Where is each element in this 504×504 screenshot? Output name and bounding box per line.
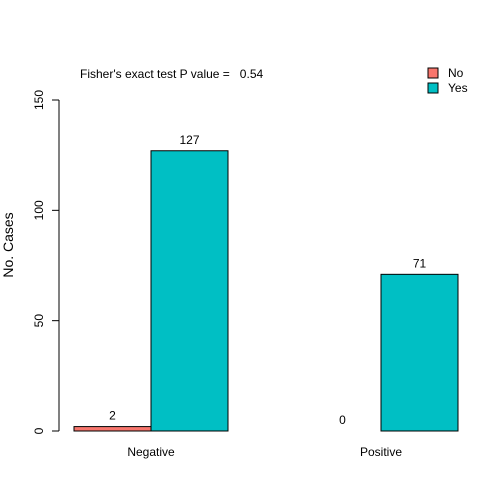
data-label-no-positive: 0 — [339, 413, 346, 427]
y-tick-label: 50 — [32, 314, 46, 328]
data-label-yes-positive: 71 — [413, 256, 427, 270]
x-category-label-negative: Negative — [127, 445, 175, 459]
y-axis-label: No. Cases — [0, 212, 16, 277]
bar-no-negative — [73, 426, 152, 432]
legend-label-yes: Yes — [448, 81, 468, 95]
x-category-label-positive: Positive — [360, 445, 402, 459]
x-axis-labels: Negative Positive — [127, 445, 402, 459]
y-tick-label: 150 — [32, 90, 46, 110]
bar-yes-positive — [380, 273, 459, 432]
bars-group: 2 127 0 71 — [73, 133, 459, 432]
y-axis: 0 50 100 150 — [32, 90, 60, 434]
data-label-yes-negative: 127 — [179, 133, 199, 147]
data-label-no-negative: 2 — [109, 409, 116, 423]
p-value-annotation: Fisher's exact test P value = 0.54 — [80, 67, 263, 81]
y-tick-label: 0 — [32, 427, 46, 434]
y-tick-label: 100 — [32, 200, 46, 220]
legend-swatch-no — [427, 67, 439, 79]
legend-swatch-yes — [427, 82, 439, 94]
legend-label-no: No — [448, 66, 464, 80]
bar-yes-negative — [150, 150, 229, 432]
